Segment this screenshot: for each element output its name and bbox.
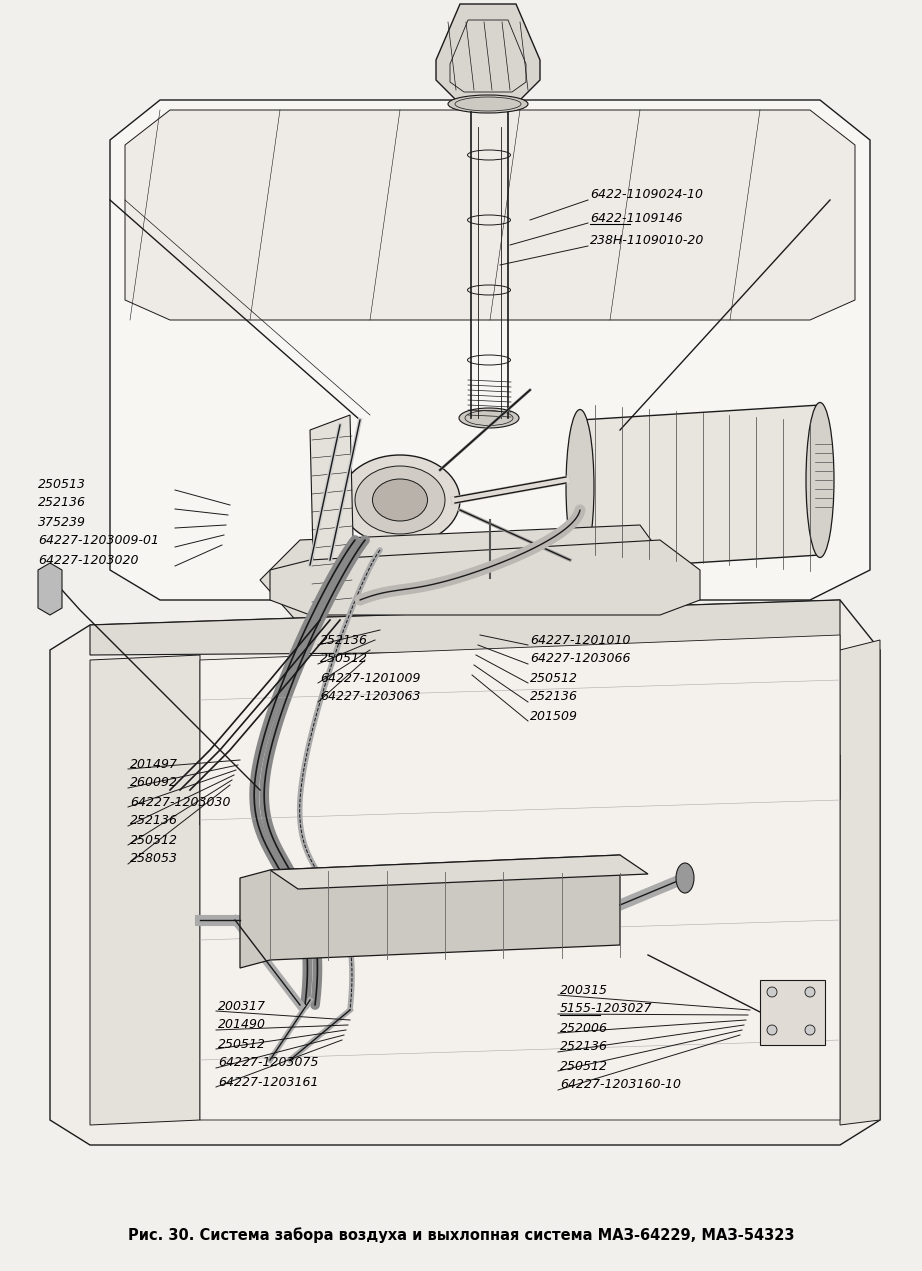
Text: 5155-1203027: 5155-1203027 <box>560 1003 653 1016</box>
Ellipse shape <box>483 578 497 592</box>
Ellipse shape <box>676 863 694 894</box>
Polygon shape <box>240 855 620 969</box>
Text: 260092: 260092 <box>130 777 178 789</box>
Polygon shape <box>125 111 855 320</box>
Ellipse shape <box>806 403 834 558</box>
Text: 64227-1203160-10: 64227-1203160-10 <box>560 1079 681 1092</box>
Ellipse shape <box>607 545 613 553</box>
Text: 64227-1203009-01: 64227-1203009-01 <box>38 535 159 548</box>
Text: 64227-1203030: 64227-1203030 <box>130 796 230 808</box>
Ellipse shape <box>767 988 777 996</box>
Ellipse shape <box>372 479 428 521</box>
Ellipse shape <box>417 554 423 562</box>
Polygon shape <box>310 416 355 636</box>
Text: 64227-1203075: 64227-1203075 <box>218 1056 318 1069</box>
Ellipse shape <box>805 988 815 996</box>
Text: 250513: 250513 <box>38 478 86 491</box>
Polygon shape <box>38 563 62 615</box>
Text: 64227-1203161: 64227-1203161 <box>218 1075 318 1088</box>
Text: 64227-1203020: 64227-1203020 <box>38 553 138 567</box>
Ellipse shape <box>459 408 519 428</box>
Text: 6422-1109146: 6422-1109146 <box>590 211 682 225</box>
Ellipse shape <box>316 552 324 558</box>
Text: 238Н-1109010-20: 238Н-1109010-20 <box>590 235 704 248</box>
Text: 375239: 375239 <box>38 516 86 529</box>
Text: 250512: 250512 <box>218 1037 266 1051</box>
Text: 250512: 250512 <box>130 834 178 846</box>
Polygon shape <box>260 525 680 625</box>
Text: 201509: 201509 <box>530 709 578 722</box>
Text: 252136: 252136 <box>530 690 578 704</box>
Text: 201497: 201497 <box>130 758 178 770</box>
Ellipse shape <box>376 557 384 563</box>
Text: 200317: 200317 <box>218 999 266 1013</box>
Text: Рис. 30. Система забора воздуха и выхлопная система МАЗ-64229, МАЗ-54323: Рис. 30. Система забора воздуха и выхлоп… <box>128 1227 794 1243</box>
Text: 252136: 252136 <box>320 633 368 647</box>
Ellipse shape <box>805 1024 815 1035</box>
Polygon shape <box>110 100 870 600</box>
Text: 252136: 252136 <box>130 815 178 827</box>
Text: 252136: 252136 <box>38 497 86 510</box>
Ellipse shape <box>347 554 353 562</box>
Polygon shape <box>436 4 540 100</box>
Ellipse shape <box>537 549 543 557</box>
Polygon shape <box>50 600 880 1145</box>
Text: 258053: 258053 <box>130 853 178 866</box>
Polygon shape <box>270 540 700 615</box>
Text: 201490: 201490 <box>218 1018 266 1032</box>
Polygon shape <box>90 655 200 1125</box>
Ellipse shape <box>497 550 503 558</box>
Polygon shape <box>200 755 840 825</box>
Text: 200315: 200315 <box>560 984 608 996</box>
Polygon shape <box>90 600 840 655</box>
Polygon shape <box>580 405 820 569</box>
Text: 64227-1203063: 64227-1203063 <box>320 690 420 704</box>
Text: 64227-1201009: 64227-1201009 <box>320 671 420 685</box>
Ellipse shape <box>566 409 594 564</box>
Ellipse shape <box>576 548 584 554</box>
Ellipse shape <box>767 1024 777 1035</box>
Text: 64227-1203066: 64227-1203066 <box>530 652 631 666</box>
Text: 64227-1201010: 64227-1201010 <box>530 633 631 647</box>
Text: 252006: 252006 <box>560 1022 608 1035</box>
Polygon shape <box>200 636 840 1120</box>
Text: 6422-1109024-10: 6422-1109024-10 <box>590 188 703 202</box>
Ellipse shape <box>456 553 464 559</box>
Ellipse shape <box>340 455 460 545</box>
Text: 250512: 250512 <box>530 671 578 685</box>
Text: 252136: 252136 <box>560 1041 608 1054</box>
Text: 250512: 250512 <box>560 1060 608 1073</box>
Bar <box>760 980 825 1045</box>
Polygon shape <box>270 855 648 888</box>
Text: 250512: 250512 <box>320 652 368 666</box>
Ellipse shape <box>355 466 445 534</box>
Polygon shape <box>840 641 880 1125</box>
Ellipse shape <box>448 95 528 113</box>
